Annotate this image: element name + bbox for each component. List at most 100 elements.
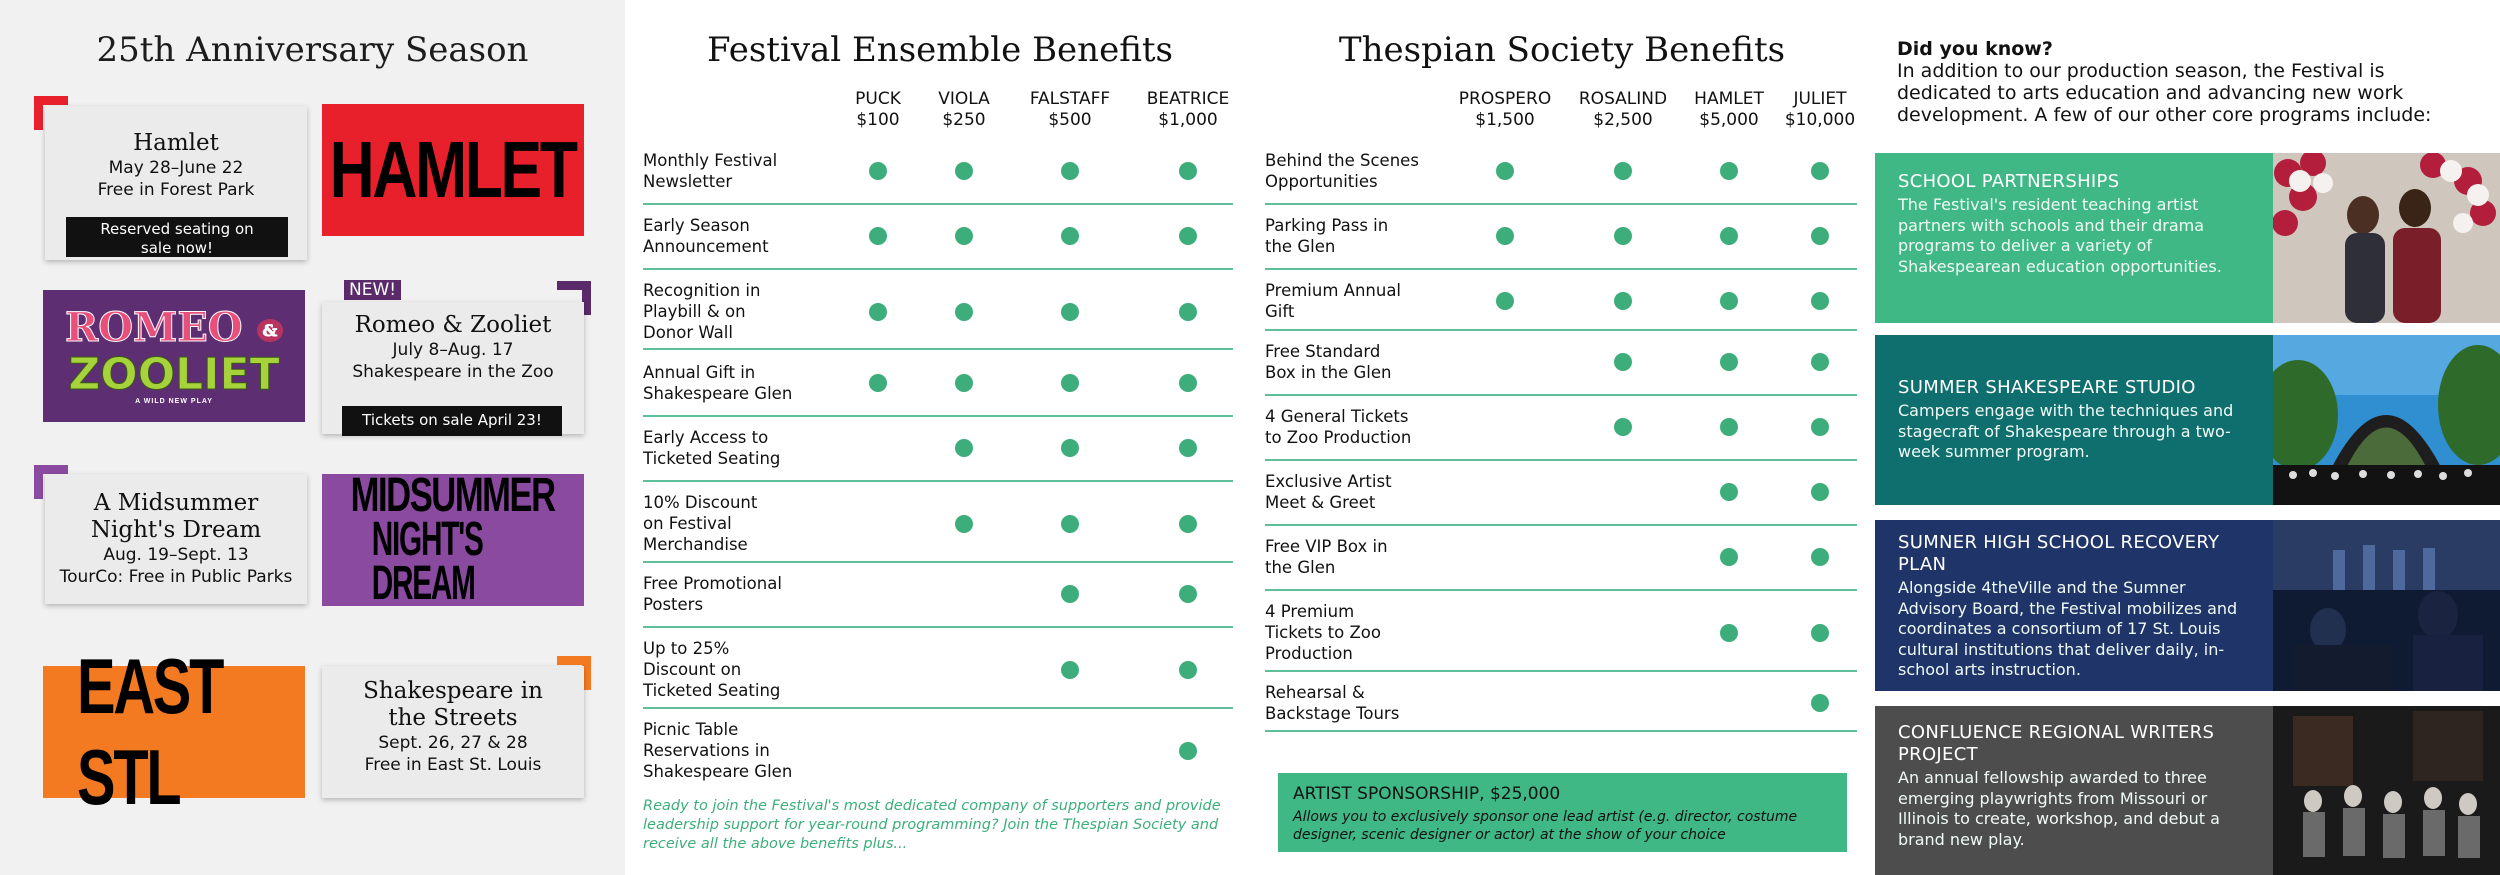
benefit-label-line: 10% Discount — [643, 493, 758, 512]
benefit-label-line: Shakespeare Glen — [643, 384, 793, 403]
benefit-check-dot — [1179, 585, 1197, 603]
season-panel: 25th Anniversary Season Hamlet May 28–Ju… — [0, 0, 625, 875]
program-school-partnerships: SCHOOL PARTNERSHIPS The Festival's resid… — [1875, 153, 2273, 323]
benefit-check-dot — [1496, 292, 1514, 310]
benefit-label-line: Backstage Tours — [1265, 704, 1400, 723]
tier-header: PUCK $100 — [818, 89, 938, 131]
new-badge: NEW! — [344, 280, 402, 300]
benefit-check-dot — [1179, 439, 1197, 457]
benefit-label: Picnic Table Reservations in Shakespeare G… — [643, 719, 792, 782]
show-card-streets: Shakespeare in the Streets Sept. 26, 27 … — [322, 666, 584, 798]
poster-text: & — [256, 319, 284, 342]
corner-accent — [557, 281, 591, 315]
school-photo — [2273, 153, 2500, 323]
benefit-check-dot — [1179, 227, 1197, 245]
benefit-label: 4 General Tickets to Zoo Production — [1265, 406, 1411, 448]
program-confluence-writers: CONFLUENCE REGIONAL WRITERS PROJECT An a… — [1875, 706, 2273, 875]
benefit-label-line: Meet & Greet — [1265, 493, 1376, 512]
school-photo-image — [2273, 153, 2500, 323]
benefit-label: Early Access to Ticketed Seating — [643, 427, 780, 469]
benefit-label-line: Ticketed Seating — [643, 449, 781, 468]
tier-name: FALSTAFF — [1029, 89, 1111, 109]
benefit-check-dot — [1614, 418, 1632, 436]
benefit-label-line: Rehearsal & — [1265, 683, 1365, 702]
program-title: CONFLUENCE REGIONAL WRITERS PROJECT — [1898, 722, 2215, 765]
benefit-check-dot — [1720, 418, 1738, 436]
row-divider — [1265, 394, 1857, 396]
show-title: Night's Dream — [90, 517, 262, 543]
benefit-label-line: Opportunities — [1265, 172, 1378, 191]
show-title: the Streets — [388, 705, 518, 731]
status-badge: Reserved seating on sale now! — [66, 217, 288, 257]
benefit-check-dot — [1720, 548, 1738, 566]
corner-accent — [34, 96, 68, 130]
benefit-check-dot — [1614, 292, 1632, 310]
benefit-label-line: Free Promotional — [643, 574, 782, 593]
benefit-label-line: Premium Annual — [1265, 281, 1402, 300]
benefit-check-dot — [1811, 694, 1829, 712]
row-divider — [1265, 203, 1857, 205]
benefit-label: Premium Annual Gift — [1265, 280, 1401, 322]
benefit-check-dot — [1061, 227, 1079, 245]
benefit-check-dot — [1061, 514, 1079, 533]
poster-text: HAMLET — [330, 125, 578, 214]
benefit-label-line: Monthly Festival — [643, 151, 778, 170]
benefit-check-dot — [1811, 292, 1829, 310]
season-title: 25th Anniversary Season — [96, 30, 529, 70]
program-desc: Campers engage with the techniques and s… — [1898, 401, 2234, 461]
row-divider — [643, 626, 1233, 628]
benefit-label: Annual Gift in Shakespeare Glen — [643, 362, 792, 404]
program-title: SUMMER SHAKESPEARE STUDIO — [1898, 377, 2196, 398]
thespian-title: Thespian Society Benefits — [1338, 30, 1786, 70]
benefit-label-line: Tickets to Zoo — [1265, 623, 1381, 642]
tier-header: BEATRICE $1,000 — [1128, 89, 1248, 131]
show-venue: Shakespeare in the Zoo — [352, 362, 554, 382]
benefit-check-dot — [1720, 162, 1738, 180]
poster-text: ROMEO — [64, 304, 243, 351]
benefit-check-dot — [955, 439, 973, 457]
artist-sponsorship-desc: Allows you to exclusively sponsor one le… — [1293, 809, 1798, 843]
tier-header: ROSALIND $2,500 — [1563, 89, 1683, 131]
benefit-check-dot — [1061, 439, 1079, 457]
benefit-label-line: 4 General Tickets — [1265, 407, 1409, 426]
show-title: Hamlet — [133, 130, 219, 156]
benefit-check-dot — [869, 227, 887, 245]
tier-name: BEATRICE — [1146, 89, 1230, 109]
benefit-label-line: Shakespeare Glen — [643, 762, 793, 781]
benefit-check-dot — [955, 227, 973, 245]
show-venue: Free in Forest Park — [97, 180, 255, 200]
benefit-check-dot — [1061, 162, 1079, 180]
zooliet-poster: ROMEO & ZOOLIET A WILD NEW PLAY — [43, 290, 305, 422]
show-card-midsummer: A Midsummer Night's Dream Aug. 19–Sept. … — [45, 474, 307, 604]
row-divider — [643, 348, 1233, 350]
tier-price: $100 — [856, 110, 900, 130]
show-venue: TourCo: Free in Public Parks — [59, 567, 293, 587]
benefit-check-dot — [1061, 660, 1079, 679]
status-badge: Tickets on sale April 23! — [342, 406, 562, 436]
benefit-label: Free Standard Box in the Glen — [1265, 341, 1392, 383]
benefit-check-dot — [1811, 483, 1829, 501]
benefit-label-line: Merchandise — [643, 535, 748, 554]
tier-price: $10,000 — [1784, 110, 1856, 130]
benefit-label: Free VIP Box in the Glen — [1265, 536, 1388, 578]
row-divider — [643, 707, 1233, 709]
benefit-check-dot — [1811, 548, 1829, 566]
tier-name: HAMLET — [1694, 89, 1764, 109]
benefit-label: Exclusive Artist Meet & Greet — [1265, 471, 1392, 513]
studio-photo — [2273, 335, 2500, 505]
benefit-check-dot — [1061, 302, 1079, 321]
poster-text: A WILD NEW PLAY — [135, 398, 213, 405]
row-divider — [643, 268, 1233, 270]
east-stl-poster: EAST STL — [43, 642, 305, 821]
tier-header: HAMLET $5,000 — [1669, 89, 1789, 131]
program-desc: The Festival's resident teaching artist … — [1898, 195, 2222, 276]
row-divider — [1265, 670, 1857, 672]
benefit-label-line: Box in the Glen — [1265, 363, 1392, 382]
benefit-label-line: Early Access to — [643, 428, 769, 447]
benefit-check-dot — [1811, 227, 1829, 245]
row-divider — [1265, 730, 1857, 732]
poster-text: NIGHT'S DREAM — [371, 513, 484, 610]
benefit-check-dot — [1496, 227, 1514, 245]
cta-text: Ready to join the Festival's most dedica… — [643, 798, 1221, 852]
benefit-check-dot — [1811, 418, 1829, 436]
